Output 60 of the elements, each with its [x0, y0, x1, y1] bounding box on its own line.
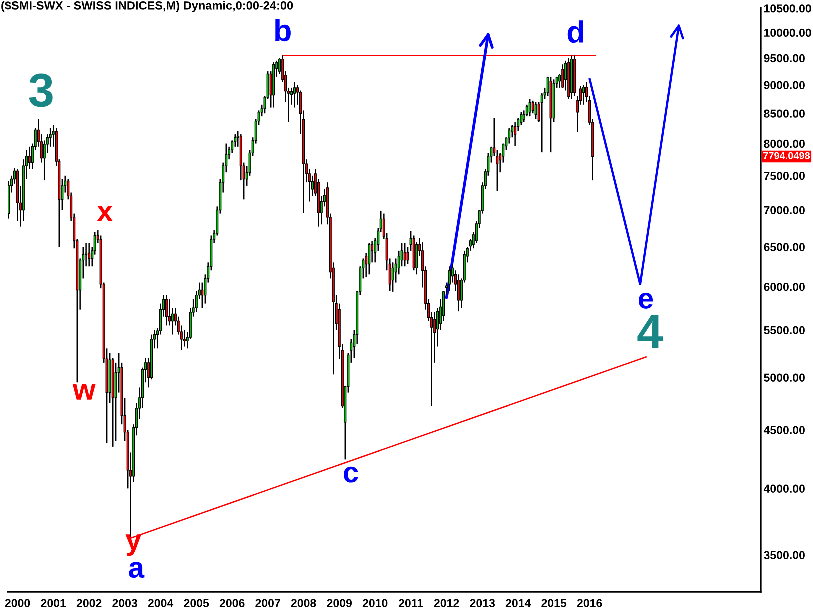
x-tick-label: 2011 — [398, 599, 424, 608]
annotation: e — [638, 292, 654, 309]
annotation: c — [344, 466, 358, 483]
x-tick-label: 2000 — [5, 599, 30, 608]
annotation: 4 — [638, 316, 664, 348]
candlestick — [404, 242, 406, 268]
annotation: d — [568, 20, 584, 44]
x-tick-label: 2002 — [76, 599, 102, 608]
candlestick — [457, 274, 460, 312]
y-tick-label: 4000.00 — [764, 484, 805, 493]
y-tick-label: 3500.00 — [764, 551, 805, 560]
x-tick-label: 2015 — [542, 599, 567, 608]
y-tick-label: 8000.00 — [764, 140, 805, 148]
x-tick-label: 2012 — [434, 599, 460, 608]
y-tick-label: 10000.00 — [764, 28, 812, 38]
candlestick — [165, 294, 168, 326]
x-tick-label: 2008 — [291, 599, 316, 608]
y-tick-label: 6500.00 — [764, 243, 805, 252]
x-tick-label: 2004 — [148, 599, 174, 608]
y-tick-label: 6000.00 — [764, 283, 805, 292]
candlestick — [406, 246, 410, 265]
y-tick-label: 4500.00 — [764, 426, 805, 434]
candlestick — [392, 262, 394, 293]
candlestick — [534, 101, 538, 120]
y-tick-label: 8500.00 — [764, 110, 805, 118]
x-tick-label: 2016 — [577, 599, 602, 608]
y-tick-label: 7000.00 — [764, 206, 805, 215]
x-tick-label: 2006 — [220, 599, 245, 608]
candlestick — [201, 282, 204, 309]
y-tick-label: 9000.00 — [764, 81, 805, 90]
y-tick-label: 10500.00 — [764, 4, 812, 13]
candlestick — [448, 266, 452, 292]
chart-title: ($SMI-SWX - SWISS INDICES,M) Dynamic,0:00-24:00 — [2, 1, 294, 12]
annotation: a — [129, 562, 145, 578]
x-tick-label: 2005 — [184, 599, 210, 608]
x-tick-label: 2009 — [327, 599, 352, 608]
x-tick-label: 2001 — [41, 599, 66, 608]
candlestick — [183, 330, 186, 348]
annotation: w — [72, 384, 96, 400]
text: 7794.0498 — [764, 152, 810, 160]
x-tick-label: 2014 — [506, 599, 532, 608]
annotation: x — [97, 206, 113, 222]
x-tick-label: 2013 — [470, 599, 496, 608]
y-tick-label: 9500.00 — [764, 54, 805, 63]
x-tick-label: 2007 — [256, 599, 280, 608]
candlestick — [88, 242, 91, 268]
y-tick-label: 5500.00 — [764, 326, 805, 335]
x-tick-label: 2010 — [362, 599, 388, 608]
y-tick-label: 5000.00 — [764, 374, 805, 382]
annotation: b — [276, 19, 291, 42]
annotation: 3 — [29, 74, 53, 108]
candlestick — [294, 82, 296, 108]
y-tick-label: 7500.00 — [764, 172, 805, 180]
annotation: y — [126, 534, 142, 556]
candlestick — [562, 64, 564, 89]
candlestick — [582, 84, 586, 106]
x-tick-label: 2003 — [112, 599, 138, 608]
candlestick — [528, 98, 532, 118]
candlestick — [514, 122, 517, 147]
candlestick — [368, 242, 371, 276]
